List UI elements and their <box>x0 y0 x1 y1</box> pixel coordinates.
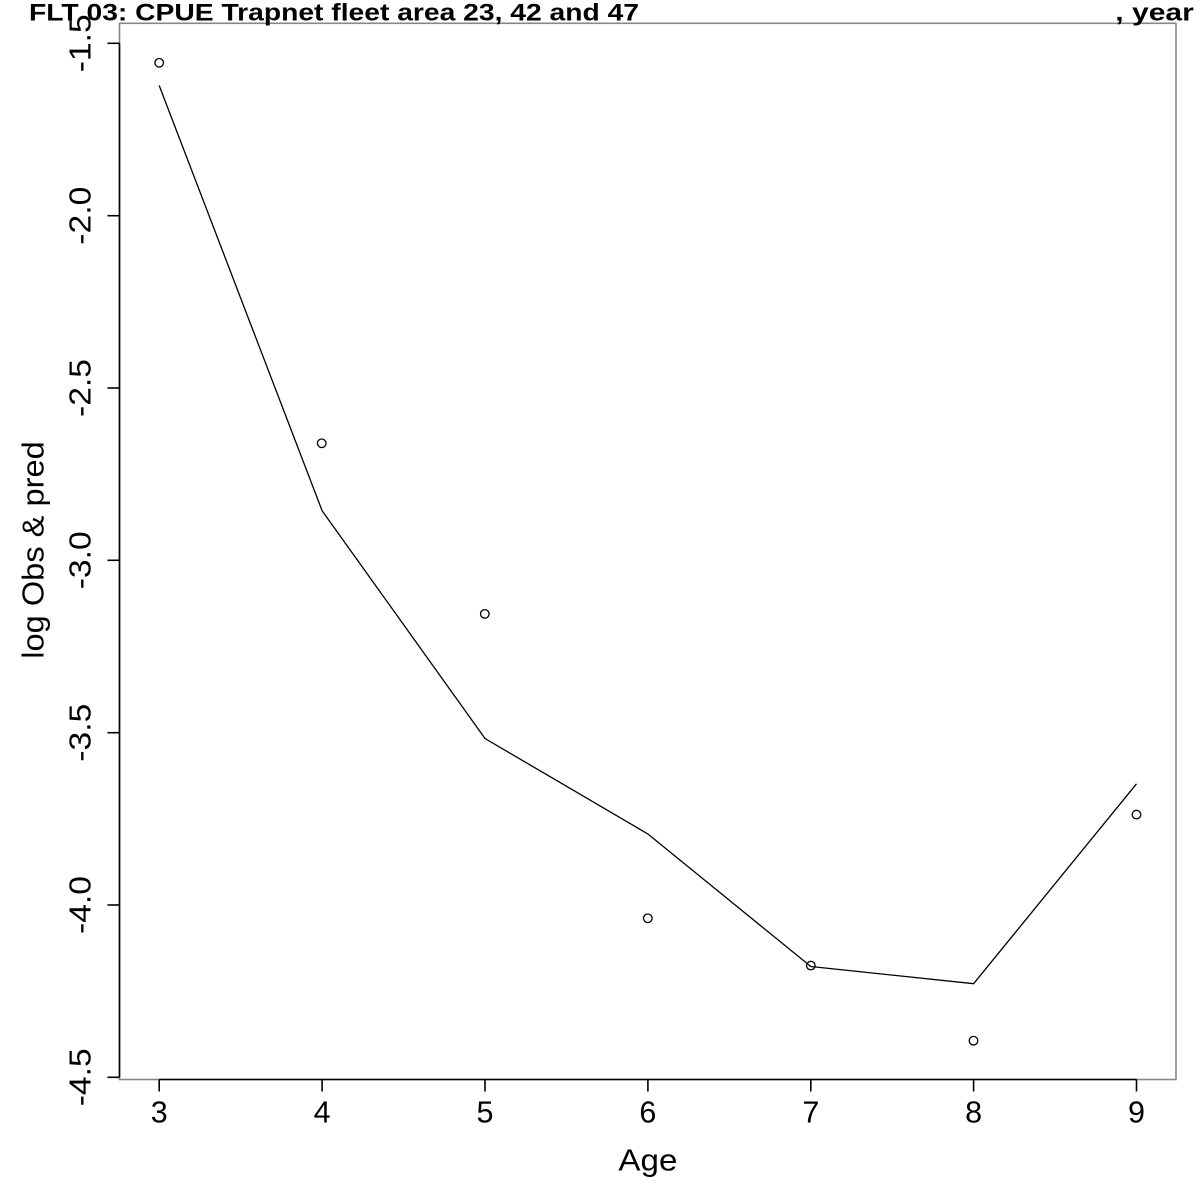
svg-text:-3.5: -3.5 <box>64 704 98 762</box>
svg-text:-4.5: -4.5 <box>64 1048 98 1106</box>
svg-text:-2.5: -2.5 <box>64 359 98 417</box>
svg-text:-1.5: -1.5 <box>64 14 98 72</box>
svg-text:3: 3 <box>151 1096 168 1130</box>
svg-text:-3.0: -3.0 <box>64 531 98 589</box>
svg-text:Age: Age <box>618 1144 677 1178</box>
svg-text:log Obs & pred: log Obs & pred <box>16 441 50 659</box>
svg-text:9: 9 <box>1128 1096 1145 1130</box>
svg-text:-2.0: -2.0 <box>64 187 98 245</box>
svg-text:6: 6 <box>639 1096 656 1130</box>
svg-text:FLT 03: CPUE Trapnet fleet are: FLT 03: CPUE Trapnet fleet area 23, 42 a… <box>29 0 639 26</box>
svg-text:4: 4 <box>314 1096 331 1130</box>
svg-text:, year: , year <box>1115 0 1194 26</box>
svg-text:5: 5 <box>477 1096 494 1130</box>
svg-text:8: 8 <box>965 1096 982 1130</box>
svg-text:-4.0: -4.0 <box>64 876 98 934</box>
svg-text:7: 7 <box>802 1096 819 1130</box>
